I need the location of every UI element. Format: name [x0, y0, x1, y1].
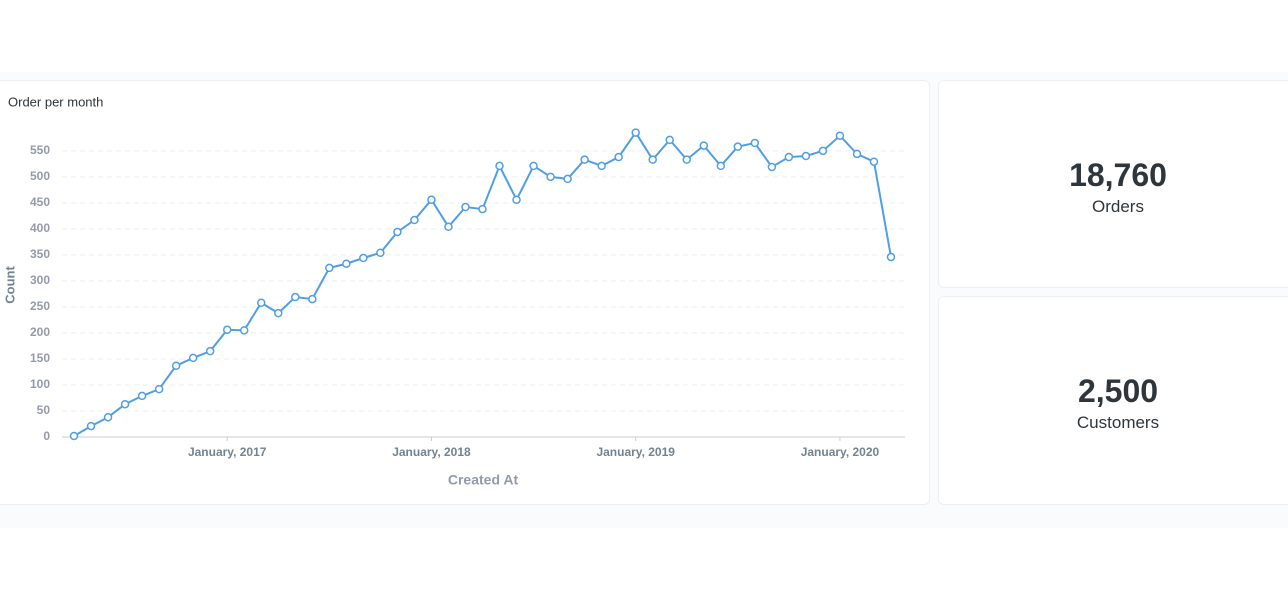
- point: [461, 202, 470, 212]
- y-tick-label: 150: [30, 351, 50, 365]
- point: [171, 361, 181, 370]
- chart: Order per month Created At Count 0 50 100 1…: [2, 94, 905, 488]
- point: [852, 149, 862, 159]
- point: [205, 346, 215, 356]
- point: [427, 195, 436, 204]
- point: [818, 146, 828, 156]
- y-tick-label: 300: [30, 273, 50, 287]
- y-axis-label: Count: [2, 266, 17, 304]
- point: [393, 227, 402, 237]
- point: [256, 298, 266, 308]
- x-axis-label: Created At: [448, 472, 519, 488]
- y-tick-label: 400: [30, 221, 50, 235]
- point: [325, 263, 334, 273]
- point: [546, 172, 555, 182]
- point: [410, 215, 419, 225]
- point: [478, 204, 487, 214]
- y-tick-label: 500: [30, 169, 50, 183]
- scalar-value: 2,500: [1077, 373, 1159, 409]
- scalar-label: Orders: [1092, 197, 1144, 216]
- point: [376, 248, 385, 258]
- point: [631, 128, 640, 137]
- y-tick-label: 200: [30, 325, 50, 339]
- point: [665, 135, 674, 145]
- x-tick-label: January, 2019: [596, 445, 675, 459]
- point: [291, 292, 300, 302]
- point: [835, 131, 845, 140]
- point: [222, 325, 232, 335]
- scalar-card: 2,500 Customers: [938, 296, 1288, 505]
- y-tick-label: 550: [30, 143, 50, 157]
- point: [239, 326, 249, 335]
- point: [699, 141, 709, 150]
- point: [529, 161, 538, 171]
- scalar-card: 18,760 Orders: [938, 80, 1288, 288]
- point: [342, 259, 351, 268]
- point: [103, 412, 113, 422]
- point: [614, 152, 623, 162]
- point: [682, 155, 691, 164]
- point: [886, 252, 896, 262]
- y-tick-label: 0: [43, 429, 50, 443]
- x-tick-label: January, 2020: [801, 445, 880, 459]
- line: [73, 130, 892, 437]
- point: [274, 308, 283, 318]
- scalar-label: Customers: [1076, 413, 1160, 432]
- scalar-value: 18,760: [1069, 157, 1167, 193]
- point: [733, 142, 743, 151]
- point: [869, 157, 879, 166]
- point: [120, 399, 130, 409]
- point: [86, 421, 96, 431]
- y-tick-label: 250: [30, 299, 50, 313]
- point: [512, 195, 521, 204]
- y-tick-label: 100: [30, 377, 50, 391]
- chart-title: Order per month: [8, 94, 103, 109]
- point: [188, 353, 198, 363]
- point: [716, 161, 726, 171]
- point: [801, 151, 811, 161]
- point: [444, 222, 453, 232]
- point: [495, 161, 504, 171]
- point: [767, 162, 777, 172]
- x-tick-label: January, 2017: [188, 445, 267, 459]
- point: [308, 294, 317, 304]
- point: [69, 431, 79, 441]
- y-tick-label: 350: [30, 247, 50, 261]
- x-tick-label: January, 2018: [392, 445, 471, 459]
- y-tick-label: 450: [30, 195, 50, 209]
- point: [580, 155, 589, 164]
- point: [137, 391, 147, 401]
- y-tick-label: 50: [37, 403, 51, 417]
- point: [648, 155, 657, 164]
- point: [359, 253, 368, 263]
- point: [563, 174, 572, 184]
- point: [750, 138, 760, 148]
- point: [784, 152, 794, 162]
- point: [154, 384, 164, 394]
- point: [597, 161, 606, 171]
